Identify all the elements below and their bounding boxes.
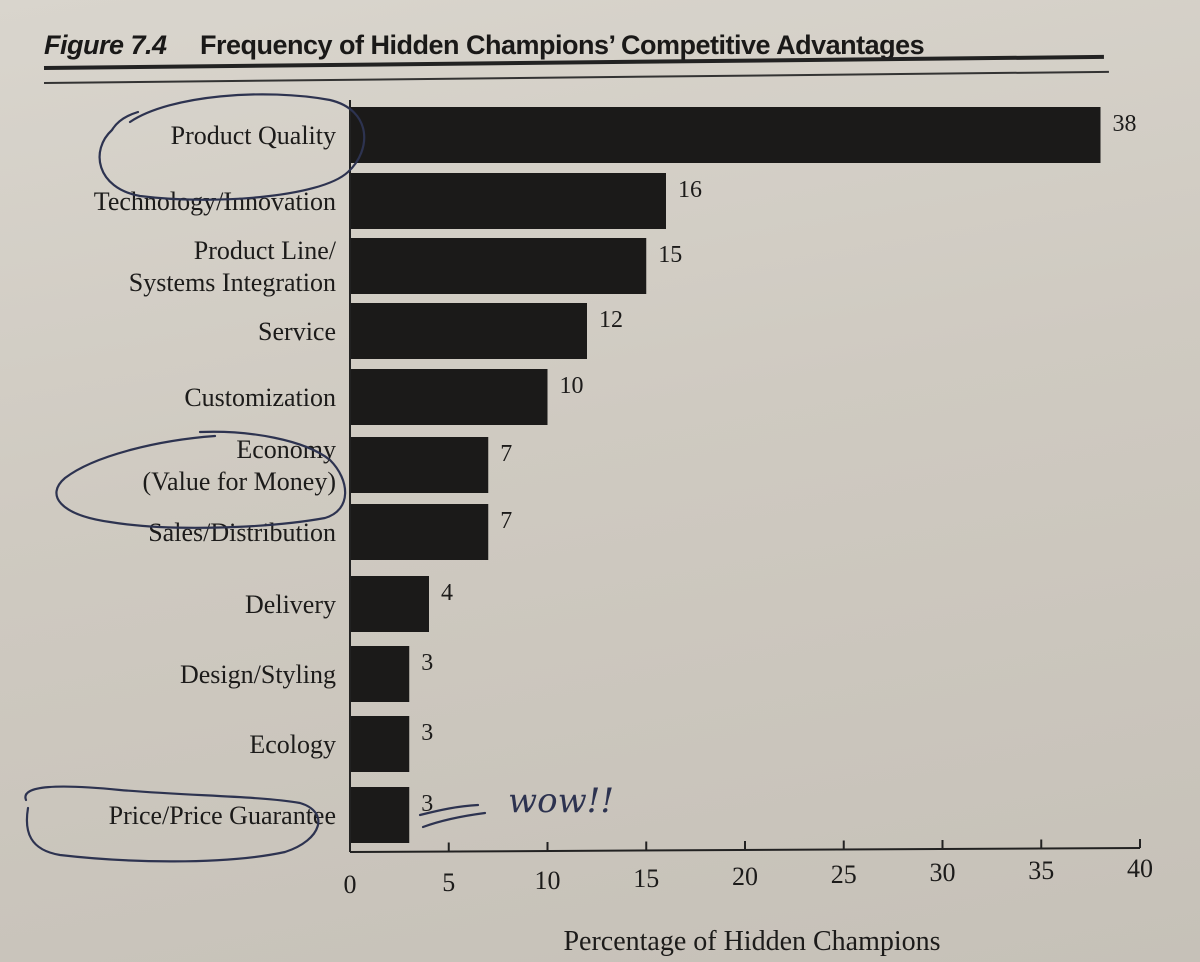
bar bbox=[350, 303, 587, 359]
circle-product-quality bbox=[98, 93, 366, 201]
x-tick-label: 25 bbox=[831, 860, 857, 889]
bar-value-label: 4 bbox=[441, 580, 453, 606]
category-label: Product Line/ bbox=[194, 236, 337, 265]
bar bbox=[350, 437, 489, 493]
bar bbox=[350, 716, 410, 772]
category-label: Product Quality bbox=[171, 121, 336, 150]
value-labels-group: 38 16 15 12 10 7 7 4 3 3 3 bbox=[421, 111, 1136, 817]
x-axis: 0 5 10 15 20 25 30 35 40 bbox=[344, 100, 1153, 899]
x-axis-title: Percentage of Hidden Champions bbox=[563, 926, 940, 957]
bar bbox=[350, 238, 647, 294]
x-tick-label: 35 bbox=[1028, 856, 1054, 885]
bar-value-label: 12 bbox=[599, 307, 623, 333]
figure-number: Figure 7.4 bbox=[44, 30, 167, 60]
x-tick-label: 10 bbox=[535, 866, 561, 895]
handwritten-annotations: wow!! bbox=[24, 93, 614, 863]
category-label: Systems Integration bbox=[129, 268, 336, 297]
bar bbox=[350, 646, 410, 702]
figure-header: Figure 7.4 Frequency of Hidden Champions… bbox=[43, 22, 1154, 88]
category-label: Ecology bbox=[249, 730, 336, 759]
category-labels-group: Product QualityTechnology/InnovationProd… bbox=[94, 121, 337, 830]
category-label: (Value for Money) bbox=[143, 467, 337, 496]
bar-value-label: 15 bbox=[658, 242, 682, 268]
category-label: Sales/Distribution bbox=[148, 518, 336, 547]
bars-group bbox=[350, 107, 1101, 843]
bar bbox=[350, 787, 410, 843]
bar bbox=[350, 369, 548, 425]
strike-price-value bbox=[418, 803, 487, 829]
x-tick-label: 40 bbox=[1127, 854, 1153, 883]
circle-economy bbox=[55, 430, 347, 529]
x-tick-label: 0 bbox=[344, 870, 357, 899]
bar bbox=[350, 173, 666, 229]
bar-value-label: 3 bbox=[421, 650, 433, 676]
figure-title: Frequency of Hidden Champions’ Competiti… bbox=[200, 30, 925, 60]
bar bbox=[350, 107, 1101, 163]
x-tick-label: 30 bbox=[930, 858, 956, 887]
bar-value-label: 16 bbox=[678, 177, 702, 203]
bar-value-label: 38 bbox=[1113, 111, 1137, 137]
bar-value-label: 10 bbox=[560, 373, 584, 399]
x-tick-label: 20 bbox=[732, 862, 758, 891]
bar bbox=[350, 576, 429, 632]
bar-value-label: 7 bbox=[500, 441, 512, 467]
category-label: Price/Price Guarantee bbox=[109, 801, 336, 830]
category-label: Design/Styling bbox=[180, 660, 336, 689]
x-tick-label: 15 bbox=[633, 864, 659, 893]
circle-price-guarantee bbox=[24, 785, 320, 863]
bar-value-label: 3 bbox=[421, 791, 433, 817]
bar-value-label: 3 bbox=[421, 720, 433, 746]
category-label: Customization bbox=[184, 383, 336, 412]
category-label: Delivery bbox=[245, 590, 336, 619]
bar bbox=[350, 504, 489, 560]
bar-value-label: 7 bbox=[500, 508, 512, 534]
handwritten-wow-note: wow!! bbox=[508, 781, 614, 821]
category-label: Service bbox=[258, 317, 336, 346]
x-tick-label: 5 bbox=[442, 868, 455, 897]
